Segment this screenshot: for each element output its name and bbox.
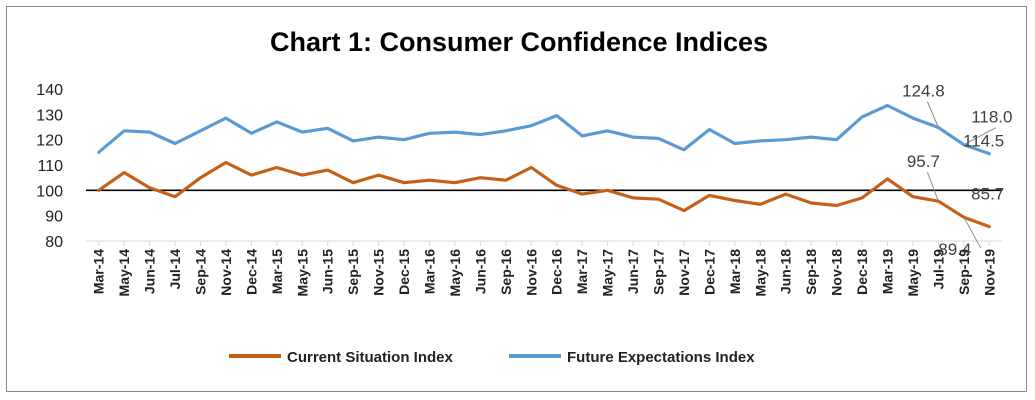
future-expectations-index-line [97,103,991,156]
x-tick-label: Jul-14 [167,249,183,290]
x-tick-label: Dec-18 [854,249,870,295]
data-label: 95.7 [907,152,940,171]
chart-title: Chart 1: Consumer Confidence Indices [270,27,768,57]
y-tick-label: 120 [36,133,63,150]
annotation-leader [926,101,939,128]
x-tick-label: Dec-17 [701,249,717,295]
x-tick-label: Jun-14 [142,249,158,294]
x-tick-label: Sep-18 [803,249,819,295]
x-tick-label: May-15 [294,249,310,297]
x-tick-label: Sep-15 [345,249,361,295]
data-label: 89.4 [938,240,971,259]
chart-frame: Chart 1: Consumer Confidence Indices 80 9… [6,6,1027,392]
x-tick-label: Jun-17 [625,249,641,294]
current-situation-index-line [97,160,991,229]
data-label: 114.5 [963,132,1004,151]
y-tick-label: 130 [36,107,63,124]
x-tick-label: Sep-17 [651,249,667,295]
x-tick-label: May-19 [905,249,921,297]
x-tick-label: May-18 [752,249,768,297]
y-tick-label: 110 [37,158,63,175]
x-tick-label: Mar-17 [574,249,590,294]
data-label: 85.7 [971,185,1004,204]
x-tick-label: Nov-19 [981,249,997,296]
x-tick-label: Nov-15 [371,249,387,296]
x-tick-label: Mar-18 [727,249,743,294]
y-tick-label: 100 [36,183,63,200]
legend: Current Situation Index Future Expectatio… [229,349,755,366]
series-lines [97,103,991,229]
x-tick-label: Nov-14 [218,249,234,296]
x-tick-label: Dec-14 [243,249,259,295]
x-tick-label: Mar-14 [91,249,107,294]
annotation-leader [963,127,997,146]
x-axis: Mar-14 May-14 Jun-14 Jul-14 Sep-14 Nov-14 Dec-… [86,240,1002,297]
x-tick-label: Jun-16 [472,249,488,294]
x-tick-label: Sep-19 [956,249,972,295]
x-tick-label: Dec-16 [549,249,565,295]
annotation-leader [926,172,939,202]
annotation-leader [963,216,982,249]
x-tick-label: May-16 [447,249,463,297]
x-tick-label: Nov-17 [676,249,692,296]
x-tick-label: Nov-18 [829,249,845,296]
legend-label: Future Expectations Index [567,349,755,366]
x-tick-label: Jun-18 [778,249,794,294]
data-label: 118.0 [971,108,1012,127]
data-annotations: 124.8 118.0 114.5 95.7 89.4 85.7 [902,82,1012,260]
legend-label: Current Situation Index [287,349,454,366]
x-tick-label: Mar-15 [269,249,285,294]
data-label: 124.8 [902,82,945,101]
x-tick-label: Mar-19 [880,249,896,294]
x-tick-label: Jul-19 [930,249,946,290]
y-tick-label: 90 [45,209,63,226]
consumer-confidence-chart: Chart 1: Consumer Confidence Indices 80 9… [36,27,1012,366]
x-tick-label: Dec-15 [396,249,412,295]
x-tick-label: Mar-16 [422,249,438,294]
x-tick-label: May-17 [600,249,616,297]
x-tick-label: Nov-16 [523,249,539,296]
y-axis: 80 90 100 110 120 130 140 [36,82,63,251]
x-tick-label: May-14 [116,249,132,297]
x-tick-label: Jun-15 [320,249,336,294]
x-tick-label: Sep-14 [193,249,209,295]
y-tick-label: 140 [36,82,63,99]
y-tick-label: 80 [45,234,63,251]
x-tick-label: Sep-16 [498,249,514,295]
